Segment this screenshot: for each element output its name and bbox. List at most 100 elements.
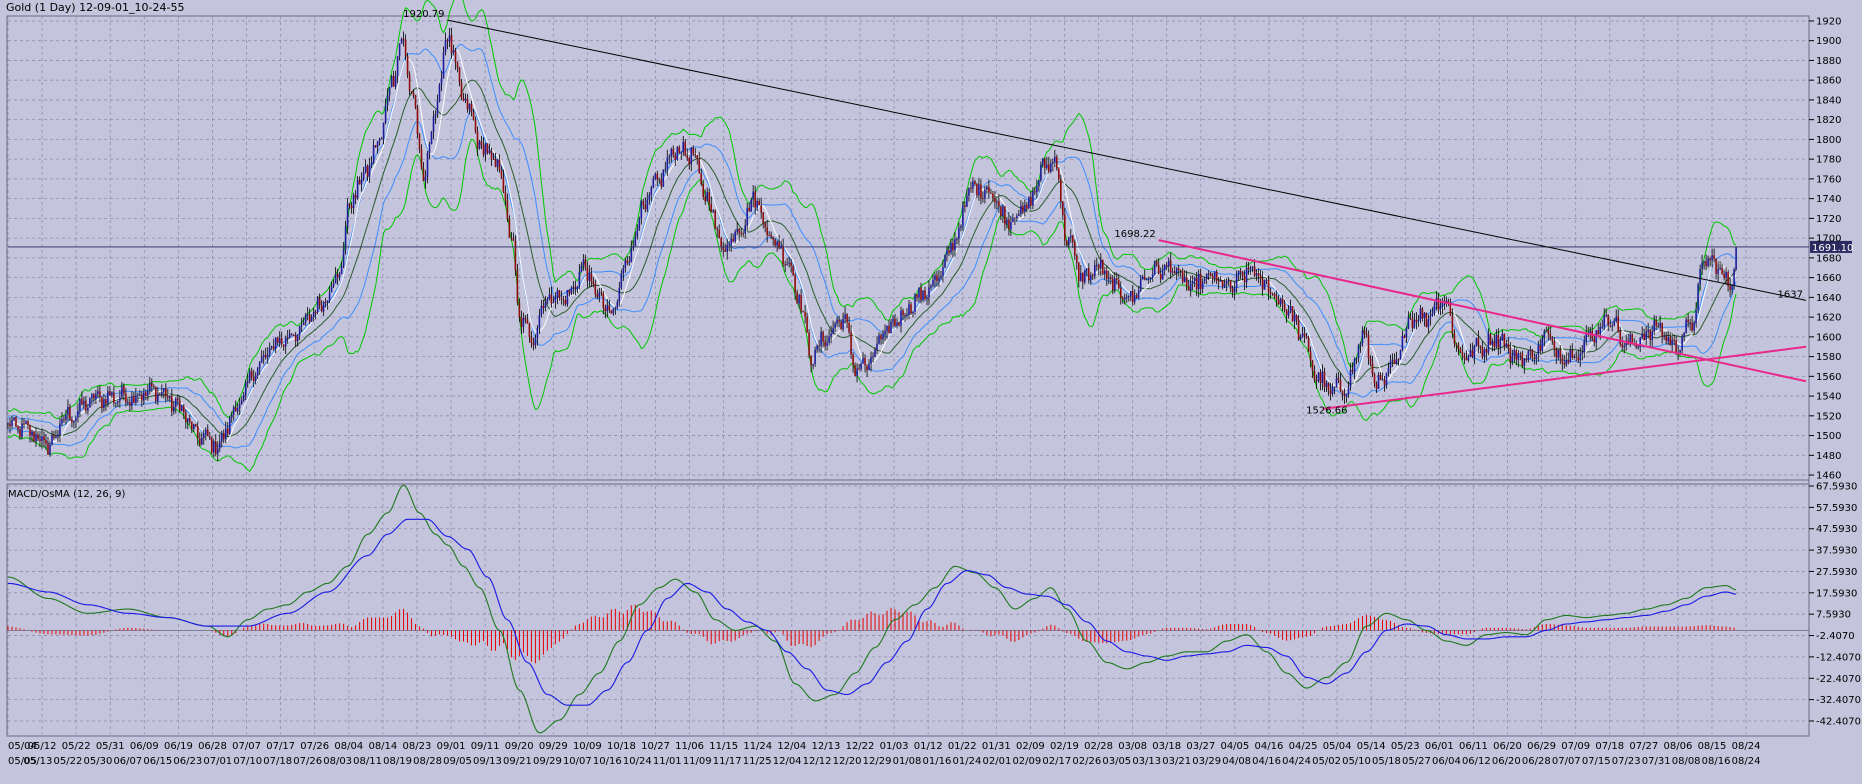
bull-candle [260,357,263,363]
bull-candle [394,76,397,87]
bear-candle [1267,279,1270,293]
bull-candle [1475,338,1478,346]
bull-candle [1054,156,1056,162]
bear-candle [1076,255,1078,263]
bull-candle [432,116,435,132]
bull-candle [330,286,333,293]
bear-candle [1159,273,1162,280]
bull-candle [57,434,59,437]
bear-candle [1561,357,1564,363]
x-tick-label-bottom: 01/08 [893,756,922,767]
bear-candle [658,179,661,181]
bear-candle [191,421,193,430]
bear-candle [43,436,45,440]
bull-candle [958,227,960,239]
x-tick-label-bottom: 05/13 [24,756,53,767]
bear-candle [1337,378,1340,381]
bear-candle [19,429,21,438]
bull-candle [452,50,455,53]
bear-candle [910,304,912,314]
bull-candle [1036,186,1038,193]
bull-candle [1010,221,1012,230]
bear-candle [498,159,501,170]
bull-candle [1002,206,1004,217]
macd-tick-label: 47.5930 [1816,524,1857,535]
bull-candle [161,391,163,395]
x-tick-label-top: 05/22 [62,741,91,752]
bear-candle [494,159,497,167]
bull-candle [35,434,37,442]
bear-candle [1713,255,1715,259]
bull-candle [1377,374,1380,389]
bull-candle [832,328,834,334]
bear-candle [1181,270,1184,282]
bull-candle [618,287,621,302]
bull-candle [874,350,876,357]
bull-candle [1731,285,1733,290]
x-tick-label-top: 01/12 [914,741,943,752]
bear-candle [774,239,776,246]
bull-candle [986,186,988,190]
bull-candle [312,312,315,317]
bear-candle [1575,356,1578,358]
bear-candle [1271,293,1274,295]
bull-candle [1399,350,1402,360]
bear-candle [1211,276,1214,279]
bull-candle [522,318,525,327]
bull-candle [225,428,227,440]
bull-candle [1050,163,1052,172]
bull-candle [1381,379,1384,381]
bear-candle [840,321,842,330]
bull-candle [203,434,205,438]
bear-candle [1082,272,1084,283]
bull-candle [1565,360,1568,365]
bear-candle [81,398,83,405]
bull-candle [284,337,287,347]
bear-candle [858,368,860,370]
macd-tick-label: 7.5930 [1816,610,1851,621]
bear-candle [1455,343,1458,346]
bear-candle [902,310,904,316]
bear-candle [592,281,595,284]
bull-candle [1301,333,1304,337]
x-tick-label-top: 04/25 [1289,741,1318,752]
bear-candle [848,322,850,333]
x-tick-label-top: 07/09 [1561,741,1590,752]
bull-candle [1335,378,1338,388]
x-tick-label-bottom: 06/07 [113,756,142,767]
x-tick-label-top: 07/26 [300,741,329,752]
bull-candle [1020,205,1022,215]
bear-candle [1030,197,1032,206]
bull-candle [1213,271,1216,279]
bull-candle [342,249,345,267]
bull-candle [588,273,591,281]
x-tick-label-top: 01/03 [880,741,909,752]
bear-candle [898,322,900,326]
bull-candle [1153,261,1156,275]
bear-candle [1509,347,1512,363]
bull-candle [572,286,575,288]
bull-candle [1667,337,1669,342]
bear-candle [308,314,311,322]
bear-candle [1393,359,1396,364]
bear-candle [694,154,696,156]
bull-candle [1235,275,1238,288]
bear-candle [1116,278,1118,280]
bull-candle [836,319,838,324]
bull-candle [884,331,886,335]
bear-candle [974,181,976,184]
bull-candle [1353,359,1356,372]
bull-candle [1245,267,1248,283]
price-tick-label: 1900 [1816,36,1841,47]
bear-candle [392,76,395,87]
bear-candle [1503,334,1506,347]
bear-candle [211,438,213,453]
bull-candle [892,318,894,322]
x-tick-label-top: 05/23 [1391,741,1420,752]
bear-candle [596,294,599,297]
bear-candle [155,387,157,402]
bear-candle [520,317,523,327]
price-annotation: 1698.22 [1114,229,1155,240]
bear-candle [644,204,647,210]
bear-candle [1533,357,1536,360]
